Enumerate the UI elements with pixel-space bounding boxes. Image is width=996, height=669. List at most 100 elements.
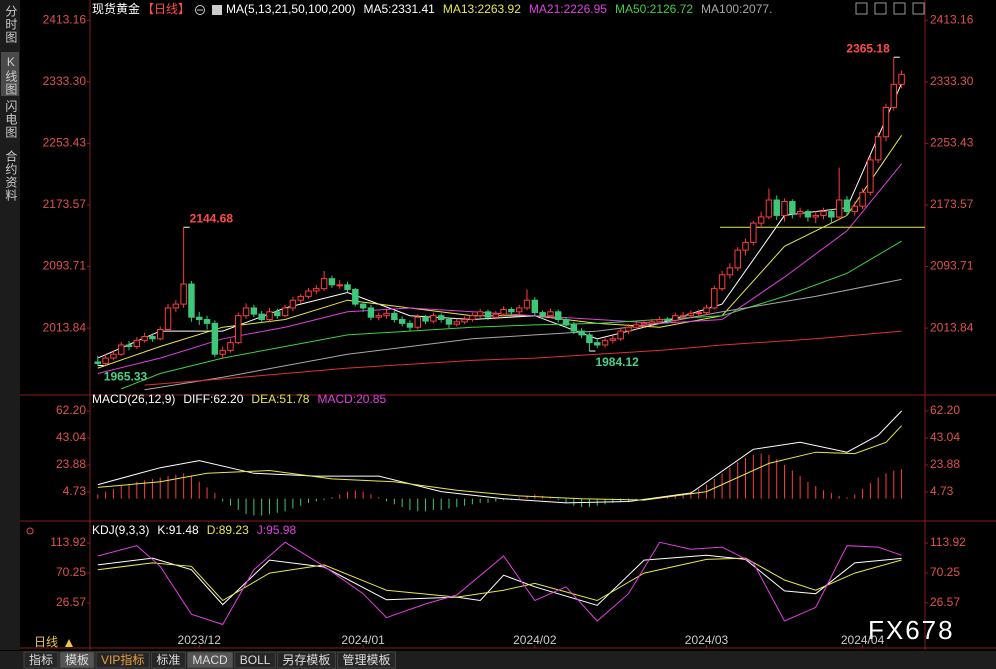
candle-body xyxy=(859,191,866,207)
y-tick-label: 23.88 xyxy=(930,457,960,471)
y-tick-label: 4.73 xyxy=(930,484,954,498)
legend-entry: MA5:2331.41 xyxy=(363,2,435,16)
y-tick-label: 2013.84 xyxy=(43,320,87,334)
candle-body xyxy=(102,357,109,364)
candle-body xyxy=(804,211,812,218)
candle-body xyxy=(633,324,640,328)
candle-body xyxy=(313,288,320,292)
toolbar-button-bg xyxy=(186,651,234,669)
legend-entry: MA50:2126.72 xyxy=(615,2,693,16)
candle-body xyxy=(672,315,679,321)
toolbar-button[interactable]: 指标 xyxy=(29,652,53,667)
period-label[interactable]: 日线 xyxy=(34,635,58,649)
legend-entry: MA100:2077. xyxy=(701,2,772,16)
y-tick-label: 2253.43 xyxy=(930,136,974,150)
candle-body xyxy=(578,330,585,336)
candle-body xyxy=(117,344,125,355)
candle-body xyxy=(882,106,890,138)
y-tick-label: 26.57 xyxy=(56,595,86,609)
indicator-icon xyxy=(26,527,34,535)
toolbar-button[interactable]: 模板 xyxy=(65,653,89,667)
indicator-line xyxy=(97,83,903,359)
candle-body xyxy=(812,214,819,218)
toolbar-button-bg xyxy=(59,651,95,669)
legend-entry: MA21:2226.95 xyxy=(529,2,607,16)
x-tick-label: 2024/03 xyxy=(685,633,729,647)
candle-body xyxy=(320,278,328,290)
y-tick-label: 2413.16 xyxy=(43,12,87,26)
candle-body xyxy=(711,288,718,309)
y-tick-label: 2413.16 xyxy=(930,12,974,26)
candle-body xyxy=(625,326,632,332)
candle-body xyxy=(843,199,851,213)
candle-body xyxy=(406,322,414,328)
candle-body xyxy=(695,312,702,315)
candle-body xyxy=(110,353,117,359)
y-tick-label: 4.73 xyxy=(63,484,87,498)
indicator-line xyxy=(97,541,902,626)
panel-subtitle: 【日线】 xyxy=(142,2,190,16)
candle-body xyxy=(141,335,148,341)
settings-icon xyxy=(212,5,223,15)
candle-body xyxy=(656,319,663,323)
candle-body xyxy=(640,322,648,326)
y-tick-label: 62.20 xyxy=(56,403,86,417)
candle-body xyxy=(562,319,570,326)
button[interactable] xyxy=(855,2,868,15)
legend-entry: D:89.23 xyxy=(207,523,249,537)
toolbar-button-bg xyxy=(150,651,186,669)
candle-body xyxy=(133,339,141,348)
price-annotation: 2144.68 xyxy=(190,211,234,225)
candle-body xyxy=(367,307,375,318)
button[interactable] xyxy=(912,2,925,15)
candle-body xyxy=(648,321,656,324)
candle-body xyxy=(789,201,796,215)
candle-body xyxy=(274,311,281,317)
candle-body xyxy=(664,319,671,322)
candle-body xyxy=(398,319,406,324)
y-tick-label: 113.92 xyxy=(50,535,86,549)
candle-body xyxy=(531,299,539,314)
candle-body xyxy=(414,316,421,328)
candle-body xyxy=(258,313,265,321)
sidebar-tab[interactable]: 闪电图 xyxy=(4,100,18,139)
toolbar-button[interactable]: VIP指标 xyxy=(101,652,144,667)
y-tick-label: 70.25 xyxy=(56,565,86,579)
candle-body xyxy=(437,315,445,321)
sidebar-tab[interactable]: K线图 xyxy=(4,55,18,96)
candle-body xyxy=(734,249,741,269)
indicator-line xyxy=(97,425,902,501)
candle-body xyxy=(383,312,390,317)
button[interactable] xyxy=(874,2,887,15)
y-tick-label: 62.20 xyxy=(930,403,960,417)
candle-body xyxy=(773,199,780,216)
candle-body xyxy=(445,319,453,325)
panel-title: MACD(26,12,9) xyxy=(92,392,175,406)
sidebar-tab[interactable]: 合约资料 xyxy=(4,149,18,202)
zoom-icon xyxy=(195,5,206,15)
toolbar-button-bg xyxy=(95,651,150,669)
toolbar-button[interactable]: 标准 xyxy=(156,653,180,667)
candle-body xyxy=(594,342,601,346)
toolbar-button[interactable]: MACD xyxy=(192,653,228,667)
period-arrow[interactable] xyxy=(65,639,73,647)
candle-body xyxy=(196,316,203,321)
toolbar-button[interactable]: 另存模板 xyxy=(282,653,330,667)
candle-body xyxy=(609,338,617,341)
candle-body xyxy=(164,307,172,331)
indicator-line xyxy=(144,278,902,391)
y-tick-label: 2093.71 xyxy=(930,259,974,273)
y-tick-label: 2173.57 xyxy=(43,197,87,211)
candle-body xyxy=(867,159,874,193)
candle-body xyxy=(554,311,562,321)
candle-body xyxy=(289,299,297,309)
price-annotation: 1965.33 xyxy=(104,370,148,384)
legend-entry: MA13:2263.92 xyxy=(443,2,521,16)
candle-body xyxy=(305,290,312,297)
toolbar-button[interactable]: 管理模板 xyxy=(342,652,390,667)
candle-body xyxy=(742,241,749,251)
toolbar-button[interactable]: BOLL xyxy=(240,653,271,667)
sidebar-tab[interactable]: 分时图 xyxy=(4,5,18,44)
button[interactable] xyxy=(893,2,906,15)
candle-body xyxy=(828,211,835,218)
